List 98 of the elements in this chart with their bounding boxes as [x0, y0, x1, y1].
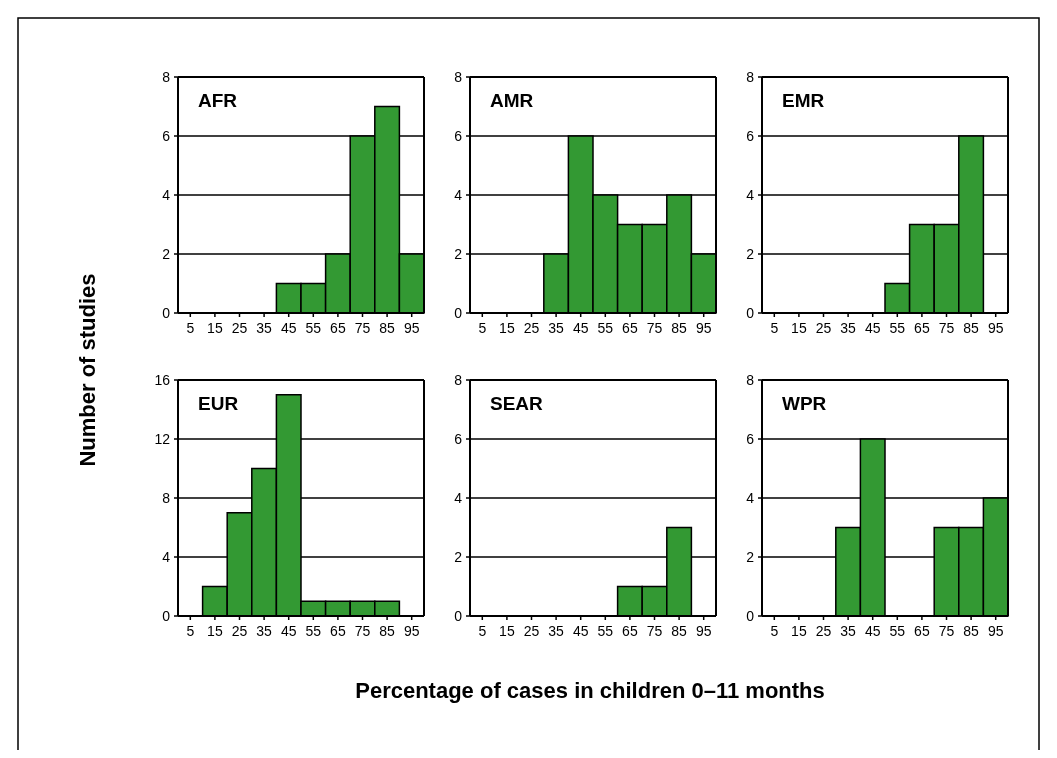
y-tick-label: 4	[162, 186, 171, 203]
y-tick-label: 8	[454, 371, 463, 388]
x-tick-label: 15	[499, 320, 515, 336]
x-tick-label: 65	[622, 623, 638, 639]
x-tick-label: 65	[914, 623, 930, 639]
x-tick-label: 75	[646, 320, 663, 336]
x-tick-label: 15	[499, 623, 515, 639]
y-tick-label: 2	[746, 245, 755, 262]
y-tick-label: 2	[162, 245, 171, 262]
y-tick-label: 0	[746, 304, 755, 321]
x-tick-label: 85	[379, 623, 396, 639]
x-tick-label: 25	[815, 320, 832, 336]
x-tick-label: 75	[354, 623, 371, 639]
y-tick-label: 4	[454, 489, 463, 506]
y-tick-label: 16	[154, 371, 171, 388]
x-tick-label: 95	[987, 320, 1004, 336]
x-tick-label: 15	[791, 623, 807, 639]
y-tick-label: 0	[746, 607, 755, 624]
x-tick-label: 95	[695, 623, 712, 639]
x-tick-label: 25	[815, 623, 832, 639]
y-tick-label: 4	[162, 548, 171, 565]
x-tick-label: 35	[840, 320, 857, 336]
x-tick-label: 5	[770, 623, 779, 639]
y-tick-label: 0	[454, 607, 463, 624]
y-tick-label: 6	[454, 127, 463, 144]
x-tick-label: 15	[207, 320, 223, 336]
x-tick-label: 45	[280, 320, 297, 336]
y-tick-label: 0	[162, 607, 171, 624]
x-tick-label: 35	[548, 320, 565, 336]
x-tick-label: 5	[478, 623, 487, 639]
x-tick-label: 5	[186, 623, 195, 639]
x-tick-label: 25	[523, 320, 540, 336]
x-tick-label: 45	[864, 320, 881, 336]
x-tick-label: 45	[572, 320, 589, 336]
x-tick-label: 95	[403, 320, 420, 336]
x-tick-label: 25	[523, 623, 540, 639]
x-tick-label: 55	[305, 320, 322, 336]
x-tick-label: 95	[403, 623, 420, 639]
x-tick-label: 95	[987, 623, 1004, 639]
x-tick-label: 55	[597, 320, 614, 336]
y-tick-label: 6	[746, 127, 755, 144]
x-tick-label: 25	[231, 623, 248, 639]
y-axis-title: Number of studies	[75, 273, 100, 467]
x-tick-label: 75	[354, 320, 371, 336]
x-tick-label: 45	[572, 623, 589, 639]
y-tick-label: 6	[746, 430, 755, 447]
x-tick-label: 85	[963, 320, 980, 336]
x-tick-label: 75	[938, 320, 955, 336]
x-tick-label: 45	[864, 623, 881, 639]
x-tick-label: 55	[889, 320, 906, 336]
x-tick-label: 35	[256, 320, 273, 336]
text: AFR	[198, 90, 238, 111]
y-tick-label: 8	[454, 68, 463, 85]
y-tick-label: 8	[746, 68, 755, 85]
y-tick-label: 8	[746, 371, 755, 388]
x-tick-label: 15	[791, 320, 807, 336]
text: SEAR	[490, 393, 544, 414]
text: WPR	[782, 393, 827, 414]
y-tick-label: 6	[454, 430, 463, 447]
x-tick-label: 65	[330, 623, 346, 639]
y-tick-label: 8	[162, 68, 171, 85]
x-tick-label: 65	[622, 320, 638, 336]
y-tick-label: 6	[162, 127, 171, 144]
y-tick-label: 4	[746, 489, 755, 506]
x-tick-label: 75	[646, 623, 663, 639]
x-axis-title: Percentage of cases in children 0–11 months	[355, 678, 825, 703]
y-tick-label: 0	[454, 304, 463, 321]
x-tick-label: 5	[478, 320, 487, 336]
y-tick-label: 2	[454, 548, 463, 565]
y-tick-label: 4	[454, 186, 463, 203]
x-tick-label: 55	[305, 623, 322, 639]
x-tick-label: 65	[914, 320, 930, 336]
x-tick-label: 75	[938, 623, 955, 639]
x-tick-label: 45	[280, 623, 297, 639]
x-tick-label: 55	[597, 623, 614, 639]
x-tick-label: 25	[231, 320, 248, 336]
y-tick-label: 0	[162, 304, 171, 321]
y-tick-label: 2	[746, 548, 755, 565]
y-tick-label: 8	[162, 489, 171, 506]
x-tick-label: 15	[207, 623, 223, 639]
text: EUR	[198, 393, 239, 414]
x-tick-label: 85	[379, 320, 396, 336]
x-tick-label: 35	[256, 623, 273, 639]
y-tick-label: 12	[154, 430, 171, 447]
x-tick-label: 5	[770, 320, 779, 336]
x-tick-label: 85	[963, 623, 980, 639]
y-tick-label: 2	[454, 245, 463, 262]
x-tick-label: 35	[548, 623, 565, 639]
text: AMR	[490, 90, 534, 111]
y-tick-label: 4	[746, 186, 755, 203]
x-tick-label: 85	[671, 320, 688, 336]
x-tick-label: 55	[889, 623, 906, 639]
x-tick-label: 95	[695, 320, 712, 336]
text: EMR	[782, 90, 825, 111]
x-tick-label: 85	[671, 623, 688, 639]
x-tick-label: 35	[840, 623, 857, 639]
x-tick-label: 5	[186, 320, 195, 336]
x-tick-label: 65	[330, 320, 346, 336]
